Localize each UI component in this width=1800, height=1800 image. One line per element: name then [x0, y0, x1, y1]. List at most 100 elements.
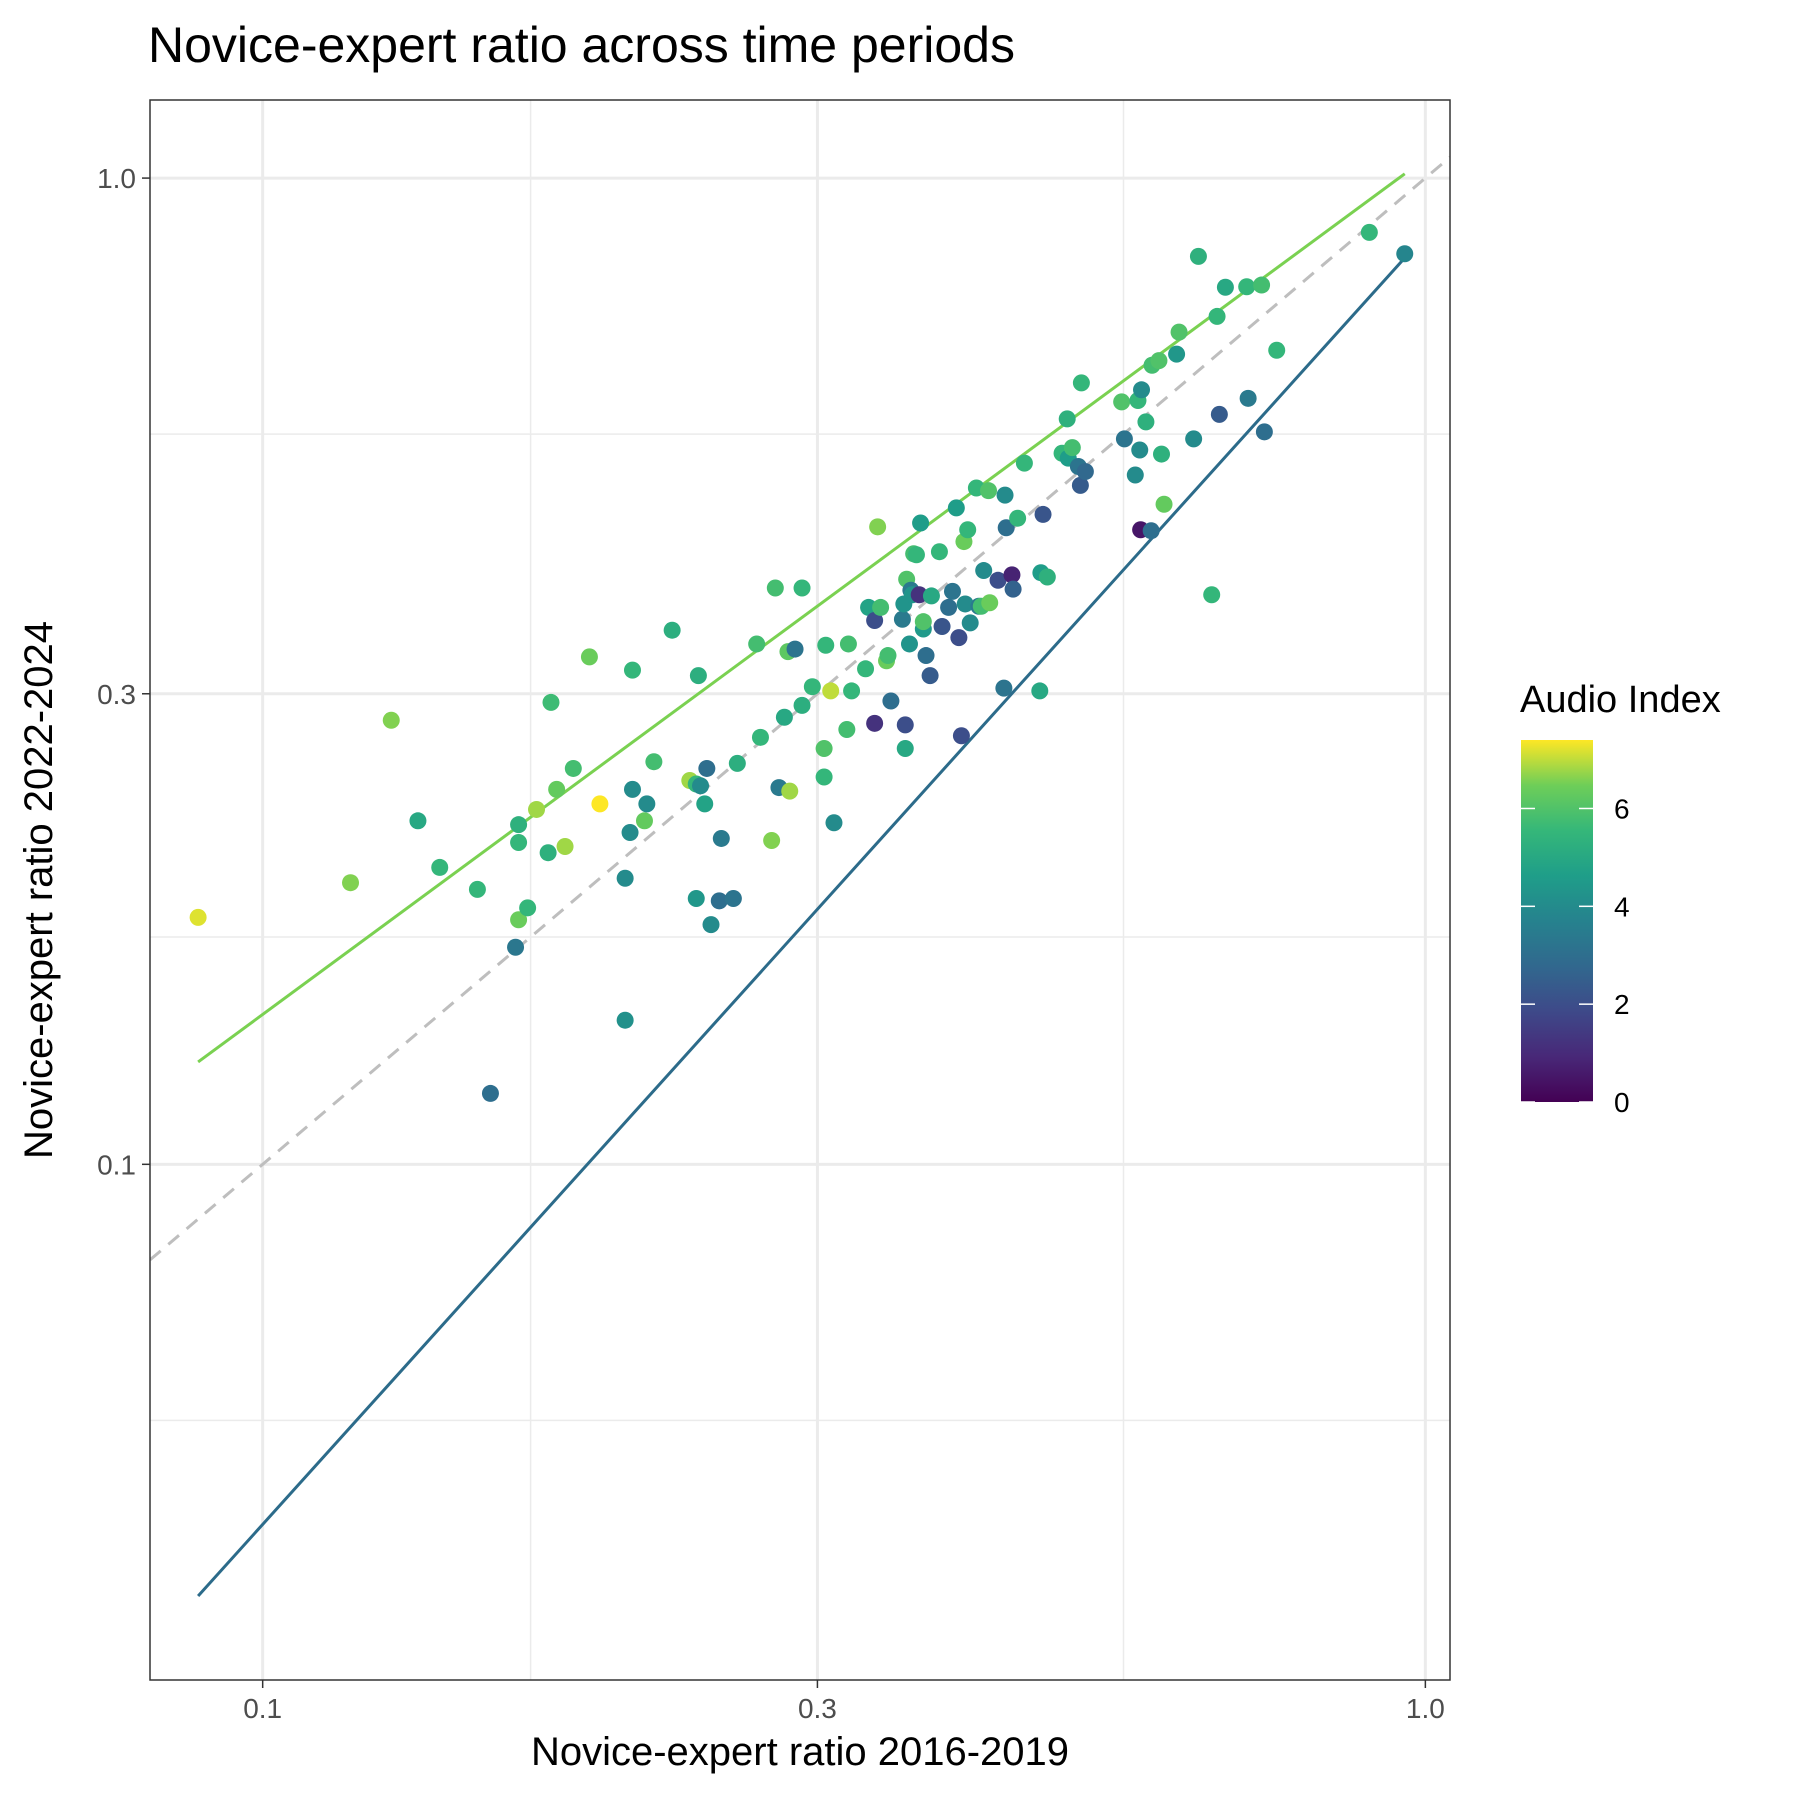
x-axis-title: Novice-expert ratio 2016-2019: [531, 1730, 1069, 1774]
data-point: [981, 594, 999, 612]
data-point: [910, 586, 928, 604]
data-point: [1015, 454, 1033, 472]
data-point: [689, 667, 707, 685]
data-point: [930, 543, 948, 561]
data-point: [869, 518, 887, 536]
x-tick-label: 0.1: [243, 1693, 282, 1724]
data-point: [907, 546, 925, 564]
data-point: [507, 938, 525, 956]
data-point: [1255, 423, 1273, 441]
data-point: [696, 795, 714, 813]
data-point: [542, 693, 560, 711]
data-point: [528, 800, 546, 818]
data-point: [1009, 509, 1027, 527]
data-point: [1189, 247, 1207, 265]
data-point: [933, 618, 951, 636]
data-point: [1208, 307, 1226, 325]
x-tick-label: 1.0: [1406, 1693, 1445, 1724]
data-point: [956, 595, 974, 613]
chart-title: Novice-expert ratio across time periods: [148, 17, 1015, 73]
data-point: [1115, 430, 1133, 448]
data-point: [961, 614, 979, 632]
data-point: [995, 679, 1013, 697]
legend-tick-label: 0: [1614, 1087, 1630, 1118]
data-point: [1137, 413, 1155, 431]
data-point: [857, 660, 875, 678]
data-point: [724, 890, 742, 908]
data-point: [1170, 323, 1188, 341]
points-layer: [189, 223, 1414, 1102]
y-axis-ticks: 0.1 0.3 1.0: [97, 163, 150, 1180]
y-tick-label: 1.0: [97, 163, 136, 194]
data-point: [564, 759, 582, 777]
data-point: [1003, 566, 1021, 584]
data-point: [712, 829, 730, 847]
data-point: [1031, 682, 1049, 700]
data-point: [817, 636, 835, 654]
data-point: [751, 728, 769, 746]
data-point: [342, 874, 360, 892]
data-point: [1034, 505, 1052, 523]
y-tick-label: 0.3: [97, 679, 136, 710]
legend-ticks: 0 2 4 6: [1521, 793, 1630, 1118]
data-point: [1239, 389, 1257, 407]
data-point: [1216, 278, 1234, 296]
gridlines: [150, 100, 1450, 1680]
data-point: [1071, 476, 1089, 494]
data-point: [1268, 341, 1286, 359]
data-point: [786, 640, 804, 658]
data-point: [1203, 586, 1221, 604]
data-point: [839, 635, 857, 653]
data-point: [1004, 580, 1022, 598]
data-point: [510, 816, 528, 834]
data-point: [519, 899, 537, 917]
data-point: [1142, 522, 1160, 540]
data-point: [409, 812, 427, 830]
legend-tick-label: 6: [1614, 793, 1630, 824]
data-point: [1185, 430, 1203, 448]
x-axis-ticks: 0.1 0.3 1.0: [243, 1680, 1445, 1724]
data-point: [803, 678, 821, 696]
data-point: [882, 692, 900, 710]
data-point: [623, 780, 641, 798]
data-point: [539, 844, 557, 862]
data-point: [860, 598, 878, 616]
color-legend: Audio Index 0 2 4 6: [1520, 679, 1721, 1118]
y-axis-title: Novice-expert ratio 2022-2024: [17, 621, 61, 1159]
data-point: [866, 714, 884, 732]
data-point: [1063, 439, 1081, 457]
data-point: [947, 499, 965, 517]
data-point: [638, 795, 656, 813]
data-point: [921, 667, 939, 685]
data-point: [748, 635, 766, 653]
data-point: [548, 780, 566, 798]
data-point: [1238, 278, 1256, 296]
data-point: [556, 838, 574, 856]
data-point: [766, 579, 784, 597]
data-point: [822, 682, 840, 700]
data-point: [1076, 463, 1094, 481]
data-point: [1210, 405, 1228, 423]
legend-colorbar: [1521, 740, 1593, 1102]
data-point: [843, 682, 861, 700]
data-point: [975, 562, 993, 580]
data-point: [1150, 352, 1168, 370]
data-point: [382, 711, 400, 729]
data-point: [1058, 410, 1076, 428]
data-point: [896, 716, 914, 734]
data-point: [914, 613, 932, 631]
data-point: [1360, 223, 1378, 241]
legend-tick-label: 4: [1614, 891, 1630, 922]
data-point: [793, 579, 811, 597]
y-tick-label: 0.1: [97, 1149, 136, 1180]
data-point: [1168, 345, 1186, 363]
legend-title: Audio Index: [1520, 679, 1721, 721]
data-point: [431, 858, 449, 876]
data-point: [481, 1084, 499, 1102]
fit-line: [197, 172, 1406, 1064]
data-point: [825, 814, 843, 832]
data-point: [838, 720, 856, 738]
data-point: [189, 908, 207, 926]
data-point: [623, 661, 641, 679]
